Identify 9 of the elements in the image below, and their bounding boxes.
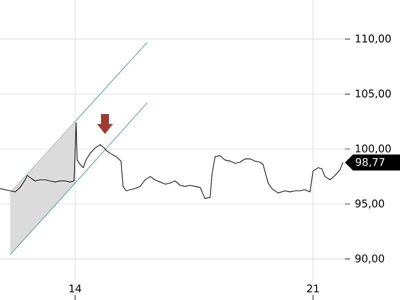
- x-tick-label: 14: [70, 284, 82, 292]
- annotation: 98,77: [356, 158, 384, 168]
- x-tick-label: 21: [307, 284, 319, 292]
- y-tick-label: 105,00: [356, 90, 391, 99]
- line-series: [0, 122, 344, 199]
- y-tick-label: 110,00: [356, 34, 391, 44]
- y-tick-label: 100,00: [356, 144, 391, 154]
- y-tick-label: 90,00: [355, 254, 384, 264]
- y-tick-label: 95,00: [355, 199, 384, 208]
